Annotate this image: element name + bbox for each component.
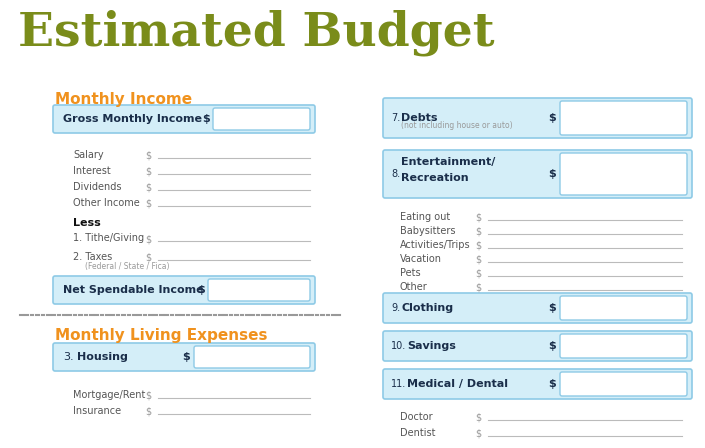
Text: $: $ [145, 183, 151, 193]
Text: Less: Less [73, 218, 101, 228]
Text: 9.: 9. [391, 303, 400, 313]
Text: Gross Monthly Income: Gross Monthly Income [63, 114, 202, 124]
Text: Mortgage/Rent: Mortgage/Rent [73, 390, 145, 400]
Text: $: $ [475, 213, 481, 223]
FancyBboxPatch shape [213, 108, 310, 130]
FancyBboxPatch shape [53, 276, 315, 304]
Text: $: $ [145, 199, 151, 209]
Text: Savings: Savings [407, 341, 456, 351]
Text: Recreation: Recreation [401, 173, 469, 183]
FancyBboxPatch shape [560, 372, 687, 396]
Text: Clothing: Clothing [401, 303, 453, 313]
FancyBboxPatch shape [194, 346, 310, 368]
Text: (not including house or auto): (not including house or auto) [401, 121, 513, 130]
Text: 1. Tithe/Giving: 1. Tithe/Giving [73, 233, 144, 243]
Text: Vacation: Vacation [400, 254, 442, 264]
Text: Insurance: Insurance [73, 406, 121, 416]
Text: Eating out: Eating out [400, 212, 450, 222]
Text: Debts: Debts [401, 113, 438, 123]
Text: $: $ [548, 379, 556, 389]
FancyBboxPatch shape [383, 331, 692, 361]
Text: $: $ [475, 241, 481, 251]
Text: $: $ [548, 341, 556, 351]
Text: $: $ [182, 352, 190, 362]
Text: Interest: Interest [73, 166, 111, 176]
Text: Doctor: Doctor [400, 412, 433, 422]
Text: $: $ [475, 429, 481, 439]
Text: $: $ [475, 255, 481, 265]
Text: 11.: 11. [391, 379, 406, 389]
FancyBboxPatch shape [560, 101, 687, 135]
Text: Housing: Housing [77, 352, 128, 362]
Text: 8.: 8. [391, 169, 400, 179]
Text: $: $ [548, 303, 556, 313]
Text: $: $ [202, 114, 210, 124]
Text: Babysitters: Babysitters [400, 226, 455, 236]
Text: Other Income: Other Income [73, 198, 140, 208]
Text: $: $ [475, 413, 481, 423]
Text: $: $ [548, 113, 556, 123]
FancyBboxPatch shape [383, 369, 692, 399]
Text: (Federal / State / Fica): (Federal / State / Fica) [85, 262, 169, 271]
Text: $: $ [145, 253, 151, 263]
FancyBboxPatch shape [53, 105, 315, 133]
Text: $: $ [145, 167, 151, 177]
Text: $: $ [145, 407, 151, 417]
Text: Salary: Salary [73, 150, 104, 160]
Text: Activities/Trips: Activities/Trips [400, 240, 471, 250]
Text: Monthly Income: Monthly Income [55, 92, 192, 107]
Text: $: $ [197, 285, 204, 295]
Text: $: $ [475, 227, 481, 237]
Text: $: $ [475, 283, 481, 293]
FancyBboxPatch shape [560, 153, 687, 195]
Text: $: $ [475, 269, 481, 279]
Text: 10.: 10. [391, 341, 406, 351]
Text: Estimated Budget: Estimated Budget [18, 10, 495, 56]
FancyBboxPatch shape [383, 293, 692, 323]
Text: Pets: Pets [400, 268, 421, 278]
FancyBboxPatch shape [383, 150, 692, 198]
FancyBboxPatch shape [383, 98, 692, 138]
FancyBboxPatch shape [560, 296, 687, 320]
Text: Net Spendable Income: Net Spendable Income [63, 285, 204, 295]
Text: 7.: 7. [391, 113, 400, 123]
Text: $: $ [145, 234, 151, 244]
Text: 3.: 3. [63, 352, 73, 362]
Text: Monthly Living Expenses: Monthly Living Expenses [55, 328, 267, 343]
Text: Entertainment/: Entertainment/ [401, 157, 496, 167]
Text: $: $ [145, 391, 151, 401]
FancyBboxPatch shape [560, 334, 687, 358]
Text: Other: Other [400, 282, 428, 292]
Text: 2. Taxes: 2. Taxes [73, 252, 112, 262]
Text: $: $ [548, 169, 556, 179]
FancyBboxPatch shape [53, 343, 315, 371]
Text: $: $ [145, 151, 151, 161]
Text: Dividends: Dividends [73, 182, 121, 192]
Text: Medical / Dental: Medical / Dental [407, 379, 508, 389]
FancyBboxPatch shape [208, 279, 310, 301]
Text: Dentist: Dentist [400, 428, 436, 438]
